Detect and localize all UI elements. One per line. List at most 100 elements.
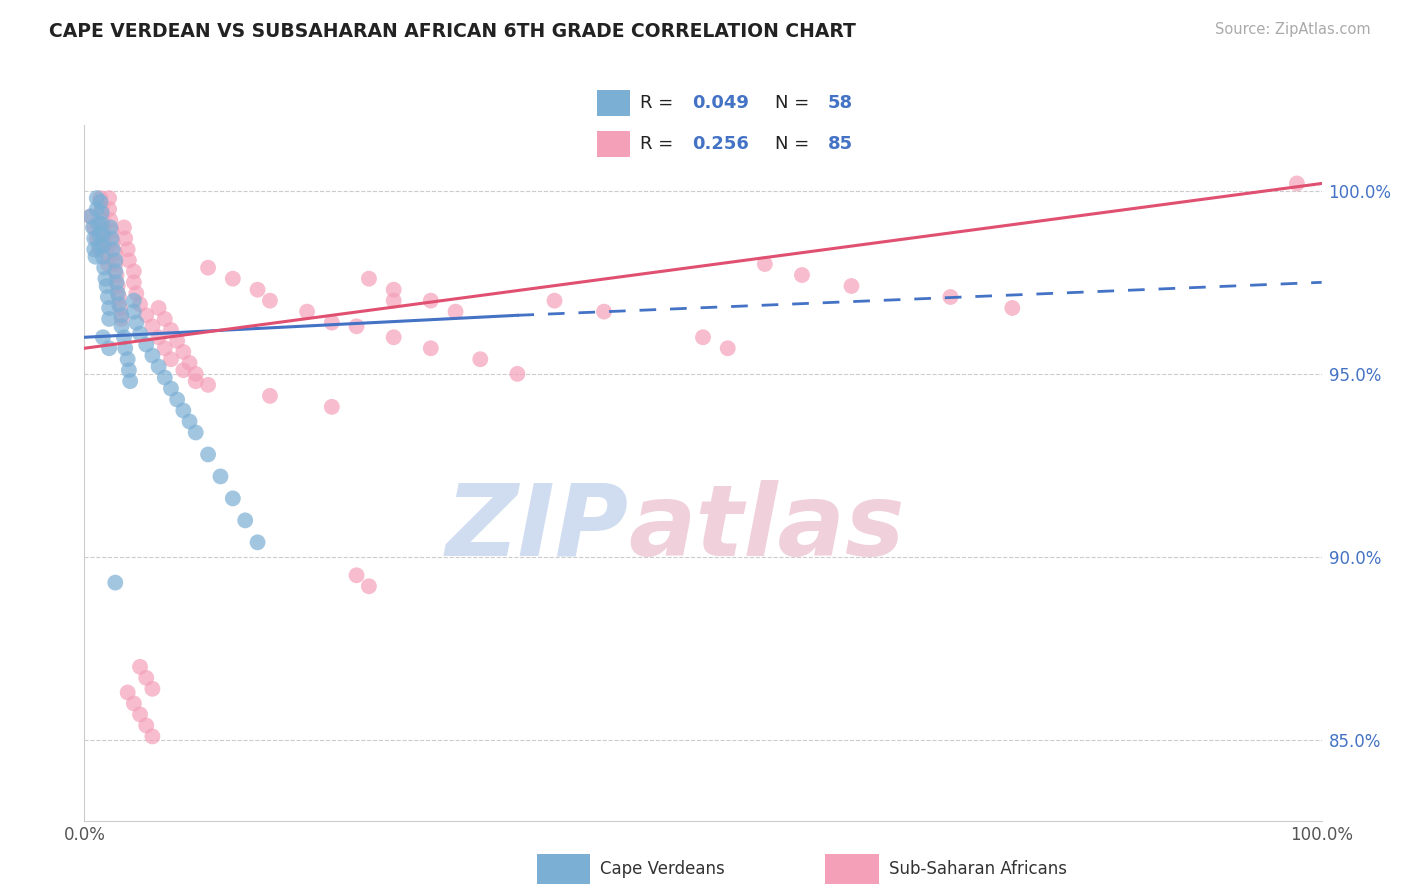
Point [222,491,245,506]
Point [108,297,131,311]
Point [444,304,467,318]
Point [246,535,269,549]
Point [382,330,405,344]
Point [108,290,131,304]
Point [98,220,121,235]
Point [107,279,129,293]
Point [107,286,129,301]
Point [129,707,152,722]
Point [135,671,157,685]
Point [141,349,163,363]
Point [470,352,492,367]
Point [100,224,122,238]
Point [357,271,380,285]
Point [179,415,201,429]
Point [98,301,121,315]
Point [91,213,114,227]
Point [754,257,776,271]
Bar [825,854,879,884]
Point [86,202,108,216]
Point [1001,301,1024,315]
Point [382,293,405,308]
Point [135,718,157,732]
Point [98,341,121,355]
Point [148,301,170,315]
Point [135,308,157,322]
Point [160,323,183,337]
Point [79,210,101,224]
Point [91,227,114,242]
Point [125,286,148,301]
Point [89,243,111,257]
Point [91,224,114,238]
Text: 0.049: 0.049 [693,95,749,112]
Text: 0.256: 0.256 [693,135,749,153]
Point [346,319,368,334]
Point [419,293,441,308]
Point [110,312,132,326]
Point [105,276,128,290]
Point [382,283,405,297]
Point [104,257,127,271]
Point [419,341,441,355]
Text: atlas: atlas [628,480,905,577]
Point [91,330,114,344]
Text: ZIP: ZIP [446,480,628,577]
Point [295,304,318,318]
Point [96,246,118,260]
Text: R =: R = [640,135,679,153]
Point [543,293,565,308]
Point [117,685,139,699]
Point [83,243,105,257]
Point [110,301,132,315]
Point [104,264,127,278]
Point [233,513,256,527]
Text: Sub-Saharan Africans: Sub-Saharan Africans [889,860,1067,878]
Point [87,217,110,231]
Point [79,210,101,224]
Point [717,341,740,355]
Point [790,268,813,282]
Point [135,337,157,351]
Text: Source: ZipAtlas.com: Source: ZipAtlas.com [1215,22,1371,37]
Point [94,271,117,285]
Point [93,260,115,275]
Point [89,191,111,205]
Point [90,206,112,220]
Point [153,341,176,355]
Text: 58: 58 [828,95,853,112]
Point [122,304,145,318]
Point [114,341,136,355]
Point [197,447,219,461]
Point [86,191,108,205]
Text: Cape Verdeans: Cape Verdeans [600,860,725,878]
Point [692,330,714,344]
Point [259,293,281,308]
Text: CAPE VERDEAN VS SUBSAHARAN AFRICAN 6TH GRADE CORRELATION CHART: CAPE VERDEAN VS SUBSAHARAN AFRICAN 6TH G… [49,22,856,41]
Point [110,319,132,334]
Point [841,279,863,293]
Point [120,374,142,388]
Point [197,260,219,275]
Point [939,290,962,304]
Point [141,730,163,744]
Point [129,297,152,311]
Point [179,356,201,370]
Point [101,235,124,249]
Point [184,367,207,381]
Point [104,246,127,260]
Point [129,660,152,674]
Point [98,312,121,326]
Point [148,330,170,344]
Point [246,283,269,297]
Point [112,220,135,235]
Point [197,377,219,392]
Point [118,253,141,268]
Point [86,231,108,245]
Point [160,352,183,367]
Bar [596,131,630,157]
Text: 85: 85 [828,135,853,153]
Point [1285,177,1308,191]
Point [506,367,529,381]
Point [209,469,232,483]
